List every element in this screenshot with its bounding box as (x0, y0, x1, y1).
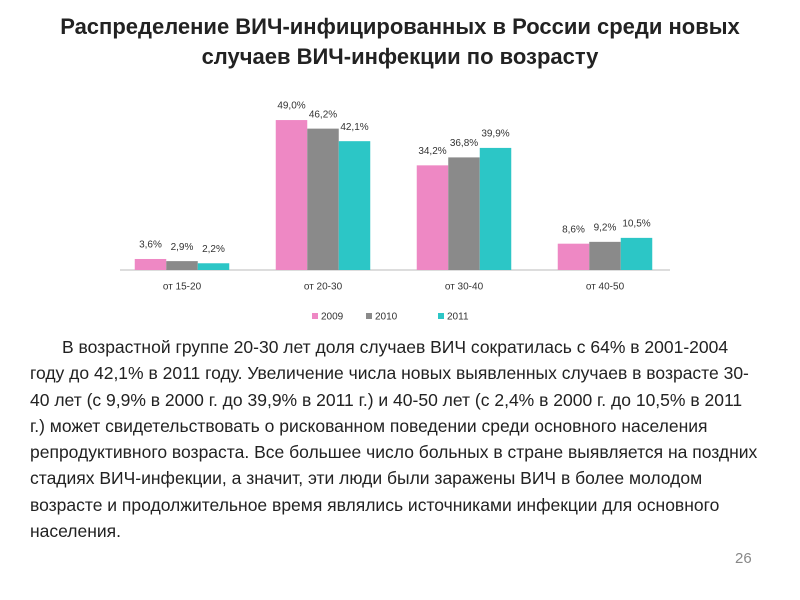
bar (557, 243, 590, 270)
x-tick-label: от 30-40 (445, 282, 484, 293)
data-label: 34,2% (418, 146, 446, 157)
x-tick-label: от 20-30 (304, 282, 343, 293)
data-label: 10,5% (622, 219, 650, 230)
bar (134, 258, 167, 270)
data-label: 3,6% (139, 240, 162, 251)
legend-swatch (366, 313, 372, 319)
bar (338, 141, 371, 270)
bar (307, 128, 339, 270)
legend-label: 2009 (321, 312, 344, 323)
bar (197, 263, 230, 270)
chart: от 15-20 3,6% 2,9% 2,2% от 20-30 49,0% 46,2%42… (120, 101, 670, 323)
bar (479, 147, 512, 270)
bar (275, 120, 308, 270)
x-tick-label: от 40-50 (586, 282, 625, 293)
data-label: 2,2% (202, 244, 225, 255)
data-label: 2,9% (171, 242, 194, 253)
data-label: 49,0% (277, 101, 305, 112)
data-label: 46,2% (309, 109, 337, 120)
legend-label: 2011 (447, 312, 469, 323)
bar (620, 237, 653, 270)
legend-label: 2010 (375, 312, 398, 323)
data-label: 39,9% (481, 129, 509, 140)
data-label: 42,1% (340, 122, 368, 133)
data-label: 9,2% (594, 222, 617, 233)
data-label: 36,8% (450, 138, 478, 149)
bar (589, 241, 621, 270)
slide-title: Распределение ВИЧ-инфицированных в Росси… (60, 14, 740, 69)
legend-swatch (438, 313, 444, 319)
bar (416, 165, 449, 270)
data-label: 8,6% (562, 224, 585, 235)
x-tick-label: от 15-20 (163, 282, 202, 293)
bar (166, 261, 198, 270)
bar (448, 157, 480, 270)
legend-swatch (312, 313, 318, 319)
page-number: 26 (735, 550, 752, 567)
body-text: В возрастной группе 20-30 лет доля случа… (30, 337, 758, 542)
